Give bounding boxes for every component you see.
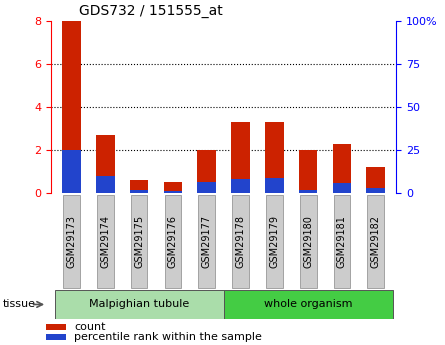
Text: GSM29179: GSM29179 (269, 215, 279, 268)
Text: GSM29176: GSM29176 (168, 215, 178, 268)
Bar (62, 21, 81, 193)
Bar (96, 176, 114, 193)
Bar (367, 167, 385, 193)
Text: GSM29173: GSM29173 (66, 215, 77, 268)
Bar (96, 135, 114, 193)
FancyBboxPatch shape (232, 195, 249, 288)
Text: GSM29180: GSM29180 (303, 215, 313, 268)
Text: GSM29177: GSM29177 (202, 215, 212, 268)
FancyBboxPatch shape (165, 195, 181, 288)
FancyBboxPatch shape (63, 195, 80, 288)
Text: GSM29175: GSM29175 (134, 215, 144, 268)
FancyBboxPatch shape (55, 290, 224, 319)
Bar (333, 184, 351, 193)
Bar (299, 150, 317, 193)
Bar (333, 144, 351, 193)
Bar (130, 180, 148, 193)
Bar (46, 334, 66, 339)
Bar (164, 190, 182, 193)
Text: GSM29182: GSM29182 (371, 215, 381, 268)
Text: GSM29174: GSM29174 (100, 215, 110, 268)
Bar (130, 190, 148, 193)
Bar (231, 122, 250, 193)
Text: whole organism: whole organism (264, 299, 352, 309)
Bar (265, 178, 283, 193)
Text: GSM29181: GSM29181 (337, 215, 347, 268)
Bar (198, 150, 216, 193)
Text: percentile rank within the sample: percentile rank within the sample (74, 332, 262, 342)
Text: Malpighian tubule: Malpighian tubule (89, 299, 189, 309)
Text: count: count (74, 322, 106, 332)
Bar (231, 179, 250, 193)
Bar (62, 150, 81, 193)
Text: GDS732 / 151555_at: GDS732 / 151555_at (79, 4, 222, 18)
FancyBboxPatch shape (368, 195, 384, 288)
FancyBboxPatch shape (198, 195, 215, 288)
Bar (299, 190, 317, 193)
Text: GSM29178: GSM29178 (235, 215, 246, 268)
Bar (367, 188, 385, 193)
FancyBboxPatch shape (131, 195, 147, 288)
FancyBboxPatch shape (300, 195, 316, 288)
Bar (198, 183, 216, 193)
FancyBboxPatch shape (266, 195, 283, 288)
Text: tissue: tissue (3, 299, 36, 309)
Bar (164, 183, 182, 193)
FancyBboxPatch shape (334, 195, 350, 288)
Bar (46, 324, 66, 330)
Bar (265, 122, 283, 193)
FancyBboxPatch shape (97, 195, 113, 288)
FancyBboxPatch shape (224, 290, 392, 319)
